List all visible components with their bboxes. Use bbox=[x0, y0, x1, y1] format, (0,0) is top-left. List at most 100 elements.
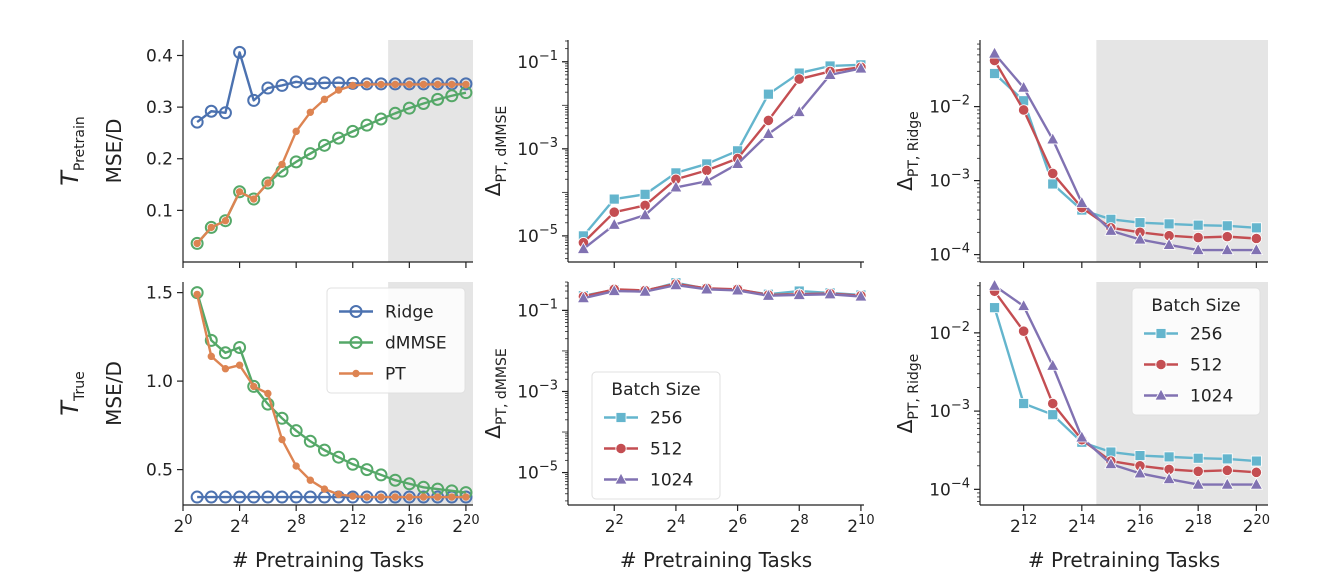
x-tick-label: 218 bbox=[1184, 513, 1211, 537]
data-point bbox=[1221, 453, 1233, 465]
tick-exponent: −2 bbox=[951, 320, 970, 335]
tick-exponent: −3 bbox=[539, 378, 558, 393]
data-point bbox=[433, 80, 442, 89]
legend: Batch Size 256 512 1024 bbox=[591, 371, 721, 500]
x-tick-label: 26 bbox=[728, 513, 747, 537]
legend-entry: Ridge bbox=[385, 303, 434, 323]
data-point bbox=[416, 480, 430, 494]
y-axis-label: ΔPT, dMMSE bbox=[481, 348, 510, 438]
tick-exponent: 4 bbox=[677, 513, 685, 528]
legend: Batch Size 256 512 1024 bbox=[1131, 287, 1261, 416]
data-point bbox=[987, 46, 1002, 59]
data-point bbox=[334, 86, 343, 94]
x-tick-label: 216 bbox=[1126, 513, 1153, 537]
data-point bbox=[207, 352, 215, 361]
tick-exponent: −3 bbox=[951, 168, 970, 183]
tick-base: 10 bbox=[517, 382, 539, 402]
tick-base: 10 bbox=[517, 464, 539, 484]
data-point bbox=[204, 220, 218, 234]
data-point bbox=[289, 490, 303, 504]
data-point bbox=[854, 289, 868, 302]
tick-exponent: 0 bbox=[184, 513, 192, 528]
data-point bbox=[793, 73, 805, 85]
data-point bbox=[1047, 409, 1059, 421]
tick-exponent: −4 bbox=[951, 476, 970, 491]
x-axis-label: # Pretraining Tasks bbox=[620, 548, 812, 572]
data-point bbox=[247, 192, 261, 206]
tick-exponent: −1 bbox=[539, 49, 558, 64]
legend-box bbox=[591, 371, 721, 500]
series-256 bbox=[578, 59, 867, 242]
tick-base: 2 bbox=[230, 517, 241, 537]
data-point bbox=[989, 302, 1000, 314]
row-label: TPretrain bbox=[56, 116, 88, 186]
legend-entry: dMMSE bbox=[385, 334, 447, 354]
data-point bbox=[1192, 231, 1204, 244]
data-point bbox=[303, 434, 317, 448]
y-tick-label: 10−2 bbox=[929, 320, 970, 344]
data-point bbox=[1018, 398, 1030, 409]
data-point bbox=[1162, 237, 1176, 250]
data-point bbox=[278, 160, 286, 169]
data-point bbox=[402, 477, 416, 491]
data-point bbox=[1192, 465, 1204, 477]
x-tick-label: 24 bbox=[230, 513, 249, 537]
legend-title: Batch Size bbox=[1151, 296, 1240, 316]
y-tick-label: 10−2 bbox=[929, 94, 970, 118]
data-point bbox=[854, 61, 868, 74]
tick-base: 10 bbox=[929, 246, 951, 266]
x-tick-label: 28 bbox=[287, 513, 306, 537]
data-point bbox=[1075, 430, 1089, 443]
data-point bbox=[204, 333, 218, 347]
tick-base: 10 bbox=[929, 172, 951, 192]
y-label-subscript: PT, dMMSE bbox=[494, 348, 510, 425]
y-tick-label: 10−3 bbox=[517, 136, 558, 160]
data-point bbox=[763, 88, 774, 100]
data-point bbox=[332, 450, 346, 464]
data-point bbox=[221, 365, 230, 373]
data-point bbox=[391, 80, 399, 89]
data-point bbox=[462, 493, 470, 501]
tick-base: 2 bbox=[452, 517, 463, 537]
y-tick-label: 10−3 bbox=[517, 378, 558, 402]
data-point bbox=[989, 68, 1000, 79]
data-point bbox=[360, 463, 374, 477]
legend-title: Batch Size bbox=[611, 380, 700, 400]
tick-exponent: −5 bbox=[539, 223, 558, 238]
panel-top-left: 0.1 0.2 0.3 0.4 MSE/D TPretrain bbox=[56, 40, 473, 268]
data-point bbox=[317, 443, 331, 457]
legend-entry: 256 bbox=[1190, 325, 1222, 345]
tick-base: 2 bbox=[339, 517, 350, 537]
y-tick-label: 0.4 bbox=[146, 46, 173, 66]
tick-exponent: −4 bbox=[951, 242, 970, 257]
series-512 bbox=[577, 61, 867, 249]
data-point bbox=[1016, 80, 1031, 93]
data-point bbox=[292, 127, 300, 136]
tick-base: 10 bbox=[517, 140, 539, 160]
data-point bbox=[233, 340, 247, 354]
y-tick-label: 10−5 bbox=[517, 223, 558, 247]
data-point bbox=[306, 476, 315, 484]
tick-base: 10 bbox=[929, 98, 951, 118]
data-point bbox=[761, 126, 776, 139]
data-point bbox=[448, 80, 456, 89]
data-point bbox=[218, 106, 232, 120]
series-line bbox=[993, 284, 1257, 486]
data-point bbox=[1221, 464, 1233, 476]
tick-exponent: 18 bbox=[1195, 513, 1212, 528]
data-point bbox=[1221, 231, 1233, 243]
data-point bbox=[190, 236, 204, 250]
x-tick-label: 212 bbox=[339, 513, 366, 537]
data-point bbox=[1075, 195, 1089, 208]
data-point bbox=[1047, 397, 1059, 410]
tick-exponent: 16 bbox=[406, 513, 423, 528]
data-point bbox=[261, 397, 275, 411]
tick-base: 10 bbox=[517, 53, 539, 73]
data-point bbox=[405, 80, 414, 89]
legend-swatch-marker bbox=[352, 369, 360, 378]
data-point bbox=[1047, 178, 1059, 190]
y-label-symbol: Δ bbox=[893, 177, 917, 191]
